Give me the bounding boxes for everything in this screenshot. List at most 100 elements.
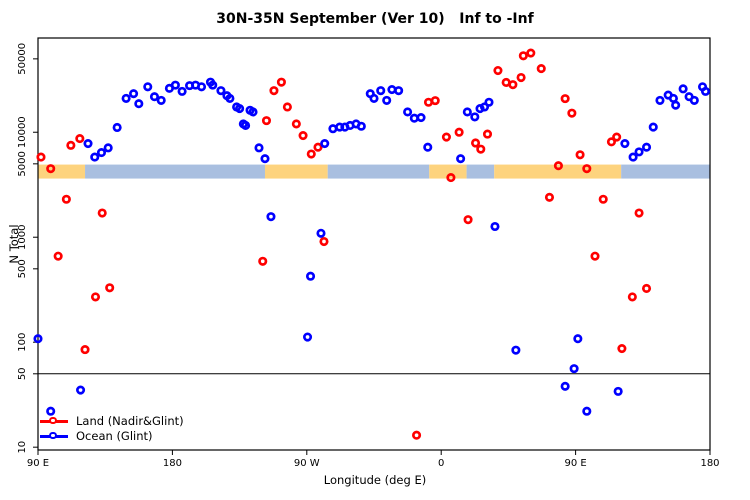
point-land	[313, 142, 323, 152]
point-ocean	[302, 332, 313, 342]
surface-band-segment-ocean	[85, 164, 265, 179]
point-land	[508, 80, 518, 90]
point-ocean	[177, 86, 187, 96]
point-ocean	[241, 120, 251, 131]
point-ocean	[628, 152, 638, 162]
point-ocean	[569, 364, 579, 374]
point-land	[454, 127, 464, 137]
point-land	[463, 215, 473, 225]
point-land	[105, 283, 115, 293]
point-ocean	[90, 152, 100, 162]
point-land	[612, 132, 622, 142]
point-land	[75, 134, 85, 144]
point-ocean	[634, 147, 644, 157]
point-ocean	[641, 142, 652, 152]
point-ocean	[134, 99, 144, 109]
point-ocean	[511, 345, 521, 355]
point-ocean	[143, 82, 153, 92]
point-land	[482, 129, 493, 139]
point-ocean	[648, 122, 658, 132]
point-land	[553, 161, 563, 171]
surface-band-segment-land	[494, 164, 622, 179]
point-land	[567, 108, 577, 118]
point-ocean	[170, 80, 180, 90]
point-ocean	[490, 221, 500, 232]
point-land	[575, 150, 585, 160]
point-land	[544, 192, 555, 202]
point-ocean	[573, 334, 583, 344]
point-ocean	[620, 139, 630, 149]
point-land	[560, 94, 570, 104]
point-land	[446, 173, 456, 183]
point-ocean	[671, 100, 681, 110]
chart-title: 30N-35N September (Ver 10) Inf to -Inf	[216, 11, 534, 27]
point-ocean	[423, 142, 433, 152]
point-ocean	[560, 381, 570, 391]
point-land	[598, 194, 608, 204]
point-ocean	[216, 86, 226, 96]
point-land	[441, 132, 451, 142]
point-ocean	[266, 212, 276, 222]
point-land	[536, 64, 546, 74]
point-ocean	[76, 385, 86, 395]
y-tick-label: 10000	[17, 116, 28, 148]
x-tick-label: 90 W	[294, 458, 320, 469]
point-ocean	[655, 95, 665, 105]
point-land	[291, 119, 301, 129]
point-ocean	[700, 86, 711, 96]
legend-item-land: Land (Nadir&Glint)	[40, 414, 184, 429]
y-tick-label: 50000	[17, 43, 28, 75]
point-ocean	[149, 92, 160, 102]
point-ocean	[260, 154, 270, 164]
point-land	[493, 65, 503, 76]
y-tick-label: 50	[17, 367, 28, 380]
point-land	[97, 208, 107, 218]
point-ocean	[129, 89, 139, 99]
point-ocean	[103, 143, 113, 153]
point-ocean	[416, 112, 426, 123]
point-land	[66, 140, 76, 150]
legend-label-land: Land (Nadir&Glint)	[76, 414, 184, 428]
legend: Land (Nadir&Glint) Ocean (Glint)	[40, 414, 184, 444]
point-land	[298, 130, 308, 141]
point-land	[258, 256, 268, 266]
point-ocean	[479, 102, 490, 112]
legend-item-ocean: Ocean (Glint)	[40, 429, 184, 444]
point-land	[617, 343, 627, 354]
land-marker-icon	[40, 416, 68, 427]
y-tick-label: 500	[17, 259, 28, 278]
point-ocean	[582, 406, 592, 416]
point-land	[582, 164, 592, 174]
legend-label-ocean: Ocean (Glint)	[76, 429, 153, 443]
point-land	[516, 72, 526, 83]
point-ocean	[254, 143, 264, 153]
point-ocean	[225, 93, 235, 103]
point-land	[61, 194, 71, 204]
point-ocean	[484, 97, 494, 107]
point-ocean	[121, 93, 131, 103]
point-ocean	[470, 112, 480, 122]
point-ocean	[196, 82, 207, 92]
point-ocean	[316, 228, 326, 238]
ocean-marker-icon	[40, 431, 68, 442]
point-ocean	[320, 139, 330, 149]
point-land	[470, 138, 481, 148]
point-land	[282, 102, 292, 112]
point-ocean	[613, 386, 623, 396]
point-ocean	[403, 107, 413, 117]
point-land	[261, 116, 272, 126]
point-land	[90, 292, 101, 302]
point-land	[430, 96, 440, 106]
point-land	[590, 251, 600, 261]
y-tick-label: 1000	[17, 224, 28, 249]
point-ocean	[678, 84, 688, 94]
point-ocean	[382, 95, 392, 105]
point-ocean	[33, 334, 43, 344]
point-ocean	[112, 122, 122, 133]
x-axis-title: Longitude (deg E)	[323, 473, 427, 487]
point-land	[306, 149, 316, 159]
x-tick-label: 180	[700, 458, 719, 469]
point-land	[80, 345, 90, 355]
point-land	[518, 51, 528, 61]
